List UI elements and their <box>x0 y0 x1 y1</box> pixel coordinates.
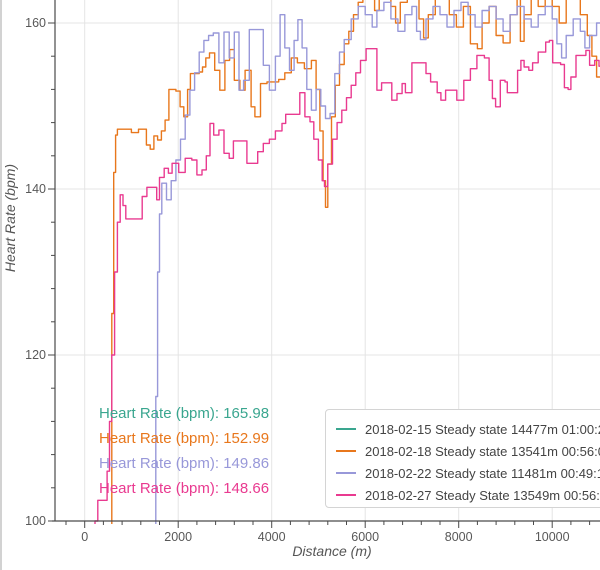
legend-item-4[interactable]: 2018-02-27 Steady State 13549m 00:56:4 <box>336 484 600 506</box>
legend-swatch-icon <box>336 472 356 474</box>
legend-item-3[interactable]: 2018-02-22 Steady state 11481m 00:49:1 <box>336 462 600 484</box>
legend-swatch-icon <box>336 428 356 430</box>
x-tick-label: 2000 <box>164 530 192 544</box>
legend-swatch-icon <box>336 494 356 496</box>
readout-row-1: Heart Rate (bpm): 165.98 <box>99 405 270 422</box>
series-line-2 <box>155 1 600 524</box>
y-tick-label: 120 <box>25 348 46 362</box>
x-tick-label: 8000 <box>445 530 473 544</box>
x-axis-title: Distance (m) <box>292 543 371 559</box>
readout-row-4: Heart Rate (bpm): 148.66 <box>99 480 270 497</box>
y-tick-label: 100 <box>25 514 46 528</box>
legend-item-label: 2018-02-22 Steady state 11481m 00:49:1 <box>365 465 600 481</box>
x-tick-label: 4000 <box>258 530 286 544</box>
readout-row-3: Heart Rate (bpm): 149.86 <box>99 455 270 472</box>
legend-item-label: 2018-02-18 Steady state 13541m 00:56:0 <box>365 443 600 459</box>
legend-item-label: 2018-02-15 Steady state 14477m 01:00:2 <box>365 421 600 437</box>
hover-readout: Heart Rate (bpm): 165.98 Heart Rate (bpm… <box>99 401 269 501</box>
y-tick-label: 140 <box>25 182 46 196</box>
series-group <box>94 0 600 524</box>
series-line-3 <box>94 39 600 524</box>
y-axis-title: Heart Rate (bpm) <box>2 164 18 272</box>
readout-row-2: Heart Rate (bpm): 152.99 <box>99 430 270 447</box>
legend-item-label: 2018-02-27 Steady State 13549m 00:56:4 <box>365 487 600 503</box>
y-tick-label: 160 <box>25 16 46 30</box>
legend-item-1[interactable]: 2018-02-15 Steady state 14477m 01:00:2 <box>336 418 600 440</box>
legend: 2018-02-15 Steady state 14477m 01:00:2 2… <box>325 409 600 508</box>
x-tick-label: 0 <box>81 530 88 544</box>
x-tick-label: 10000 <box>535 530 570 544</box>
x-tick-label: 6000 <box>351 530 379 544</box>
legend-swatch-icon <box>336 450 356 452</box>
legend-item-2[interactable]: 2018-02-18 Steady state 13541m 00:56:0 <box>336 440 600 462</box>
